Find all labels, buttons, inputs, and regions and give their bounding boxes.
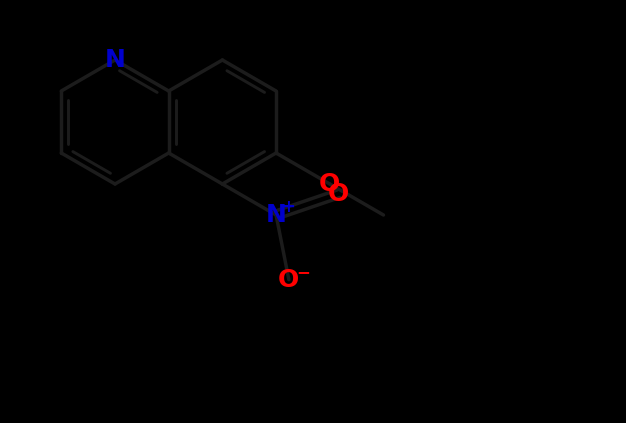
Text: N: N [265,203,287,227]
Text: −: − [296,263,310,280]
Text: +: + [281,198,295,216]
Text: O: O [278,268,299,291]
Text: O: O [319,172,341,196]
Text: N: N [105,48,125,72]
Text: O: O [328,182,349,206]
